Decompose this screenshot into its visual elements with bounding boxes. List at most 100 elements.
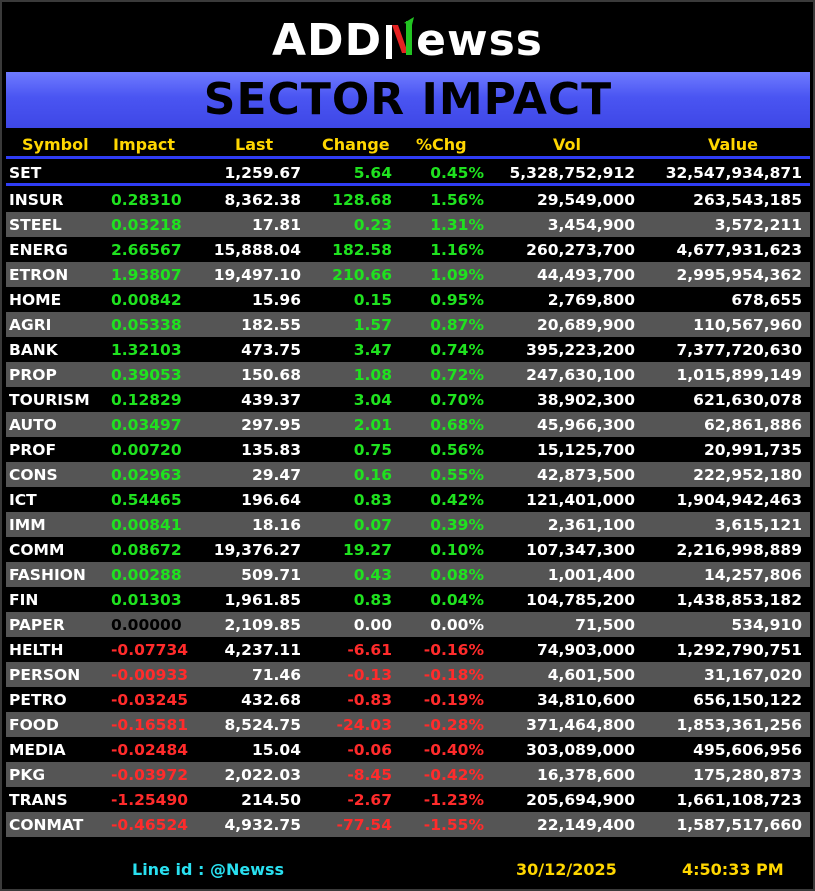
row-impact: 0.00842 — [111, 291, 182, 309]
row-volume: 121,401,000 — [526, 491, 635, 509]
row-change: 3.04 — [353, 391, 392, 409]
row-last: 19,376.27 — [213, 541, 301, 559]
row-value: 4,677,931,623 — [676, 241, 802, 259]
row-impact: 0.00000 — [111, 616, 182, 634]
row-pct-change: 0.39% — [430, 516, 484, 534]
row-impact: -0.03972 — [111, 766, 189, 784]
row-volume: 205,694,900 — [526, 791, 635, 809]
table-row: PETRO -0.03245 432.68 -0.83 -0.19% 34,810,600… — [6, 687, 810, 712]
row-change: -0.83 — [347, 691, 392, 709]
row-last: 15.96 — [251, 291, 301, 309]
row-value: 1,015,899,149 — [676, 366, 802, 384]
table-row: FASHION 0.00288 509.71 0.43 0.08% 1,001,400 14… — [6, 562, 810, 587]
table-row: PROP 0.39053 150.68 1.08 0.72% 247,630,100 1,0… — [6, 362, 810, 387]
table-row: ICT 0.54465 196.64 0.83 0.42% 121,401,000 1,90… — [6, 487, 810, 512]
table-row: IMM 0.00841 18.16 0.07 0.39% 2,361,100 3,615,1… — [6, 512, 810, 537]
row-volume: 1,001,400 — [547, 566, 635, 584]
title-banner: SECTOR IMPACT — [6, 72, 810, 128]
row-last: 4,932.75 — [224, 816, 302, 834]
row-pct-change: 0.74% — [430, 341, 484, 359]
row-volume: 22,149,400 — [536, 816, 635, 834]
table-row: CONMAT -0.46524 4,932.75 -77.54 -1.55% 22,149… — [6, 812, 810, 837]
row-change: 0.07 — [353, 516, 392, 534]
row-value: 495,606,956 — [693, 741, 802, 759]
header-pct-change: %Chg — [416, 135, 467, 154]
row-last: 17.81 — [251, 216, 301, 234]
row-value: 175,280,873 — [693, 766, 802, 784]
row-change: 210.66 — [332, 266, 392, 284]
footer-date: 30/12/2025 — [516, 860, 617, 879]
header-divider — [6, 156, 810, 159]
table-row: PERSON -0.00933 71.46 -0.13 -0.18% 4,601,500 3… — [6, 662, 810, 687]
addnewss-logo: ADD ewss — [0, 10, 815, 70]
table-row: ENERG 2.66567 15,888.04 182.58 1.16% 260,273,… — [6, 237, 810, 262]
banner-title: SECTOR IMPACT — [203, 74, 613, 125]
row-volume: 20,689,900 — [536, 316, 635, 334]
row-symbol: STEEL — [9, 216, 62, 234]
row-symbol: CONMAT — [9, 816, 84, 834]
row-volume: 2,361,100 — [547, 516, 635, 534]
table-row: AGRI 0.05338 182.55 1.57 0.87% 20,689,900 110,… — [6, 312, 810, 337]
logo-text-right: ewss — [416, 14, 543, 66]
row-change: 0.75 — [353, 441, 392, 459]
row-pct-change: 0.70% — [430, 391, 484, 409]
table-header: Symbol Impact Last Change %Chg Vol Value — [6, 132, 810, 156]
index-divider — [6, 183, 810, 186]
row-value: 1,661,108,723 — [676, 791, 802, 809]
row-change: 0.16 — [353, 466, 392, 484]
row-volume: 71,500 — [575, 616, 635, 634]
row-symbol: COMM — [9, 541, 65, 559]
table-row: PAPER 0.00000 2,109.85 0.00 0.00% 71,500 534,9… — [6, 612, 810, 637]
row-value: 1,438,853,182 — [676, 591, 802, 609]
row-impact: -0.02484 — [111, 741, 189, 759]
row-change: -24.03 — [336, 716, 392, 734]
row-value: 3,572,211 — [714, 216, 802, 234]
row-change: -6.61 — [347, 641, 392, 659]
row-symbol: PKG — [9, 766, 46, 784]
row-impact: 1.32103 — [111, 341, 182, 359]
row-symbol: FOOD — [9, 716, 59, 734]
table-row: COMM 0.08672 19,376.27 19.27 0.10% 107,347,30… — [6, 537, 810, 562]
row-value: 1,292,790,751 — [676, 641, 802, 659]
header-value: Value — [708, 135, 759, 154]
row-volume: 34,810,600 — [536, 691, 635, 709]
row-volume: 74,903,000 — [536, 641, 635, 659]
row-volume: 104,785,200 — [526, 591, 635, 609]
row-pct-change: 0.56% — [430, 441, 484, 459]
index-row-set: SET 1,259.67 5.64 0.45% 5,328,752,912 32… — [6, 160, 810, 185]
row-impact: -1.25490 — [111, 791, 189, 809]
row-volume: 371,464,800 — [526, 716, 635, 734]
row-pct-change: -0.42% — [423, 766, 484, 784]
table-row: STEEL 0.03218 17.81 0.23 1.31% 3,454,900 3,572… — [6, 212, 810, 237]
row-impact: 0.12829 — [111, 391, 182, 409]
row-change: -2.67 — [347, 791, 392, 809]
row-symbol: AUTO — [9, 416, 57, 434]
row-impact: -0.07734 — [111, 641, 189, 659]
row-pct-change: -0.40% — [423, 741, 484, 759]
index-value: 32,547,934,871 — [665, 164, 802, 182]
row-value: 656,150,122 — [693, 691, 802, 709]
row-volume: 44,493,700 — [536, 266, 635, 284]
logo-n-mark-icon — [384, 17, 415, 63]
row-value: 20,991,735 — [703, 441, 802, 459]
row-value: 1,904,942,463 — [676, 491, 802, 509]
row-value: 222,952,180 — [693, 466, 802, 484]
row-volume: 4,601,500 — [547, 666, 635, 684]
row-value: 31,167,020 — [703, 666, 802, 684]
row-pct-change: -0.28% — [423, 716, 484, 734]
row-pct-change: 1.09% — [430, 266, 484, 284]
header-last: Last — [235, 135, 274, 154]
row-impact: 1.93807 — [111, 266, 182, 284]
row-pct-change: -0.19% — [423, 691, 484, 709]
table-row: ETRON 1.93807 19,497.10 210.66 1.09% 44,493,7… — [6, 262, 810, 287]
row-impact: 0.02963 — [111, 466, 182, 484]
row-impact: 0.54465 — [111, 491, 182, 509]
table-row: INSUR 0.28310 8,362.38 128.68 1.56% 29,549,00… — [6, 187, 810, 212]
table-row: CONS 0.02963 29.47 0.16 0.55% 42,873,500 222,9… — [6, 462, 810, 487]
row-volume: 16,378,600 — [536, 766, 635, 784]
row-symbol: PERSON — [9, 666, 81, 684]
row-pct-change: 1.31% — [430, 216, 484, 234]
row-symbol: CONS — [9, 466, 58, 484]
index-change: 5.64 — [353, 164, 392, 182]
row-symbol: MEDIA — [9, 741, 66, 759]
